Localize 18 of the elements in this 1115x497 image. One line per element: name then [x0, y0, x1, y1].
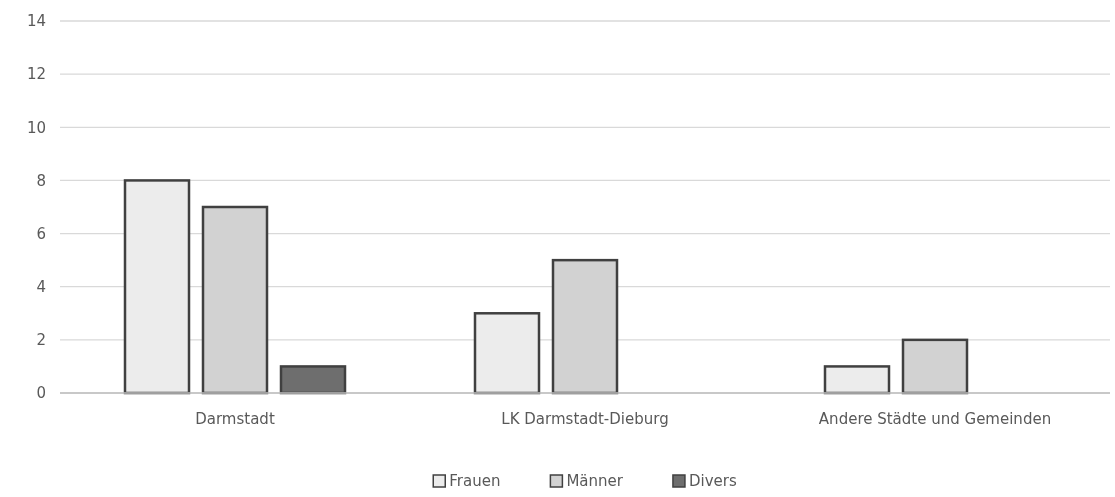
y-tick-label: 8 [36, 171, 46, 190]
y-tick-label: 0 [36, 384, 46, 403]
y-tick-label: 2 [36, 331, 46, 350]
legend-label: Männer [566, 472, 624, 490]
x-tick-label: LK Darmstadt-Dieburg [501, 409, 669, 428]
legend-label: Frauen [449, 472, 501, 490]
y-tick-label: 10 [26, 118, 46, 137]
y-tick-label: 14 [26, 12, 46, 31]
y-tick-label: 4 [36, 278, 46, 297]
y-tick-label: 6 [36, 224, 46, 243]
bar [123, 179, 191, 395]
y-tick-label: 12 [26, 65, 46, 84]
x-tick-label: Andere Städte und Gemeinden [818, 409, 1052, 428]
x-tick-label: Darmstadt [195, 409, 275, 428]
bar [473, 312, 541, 395]
legend-label: Divers [688, 472, 737, 490]
bar [823, 365, 891, 395]
bar [279, 365, 347, 395]
